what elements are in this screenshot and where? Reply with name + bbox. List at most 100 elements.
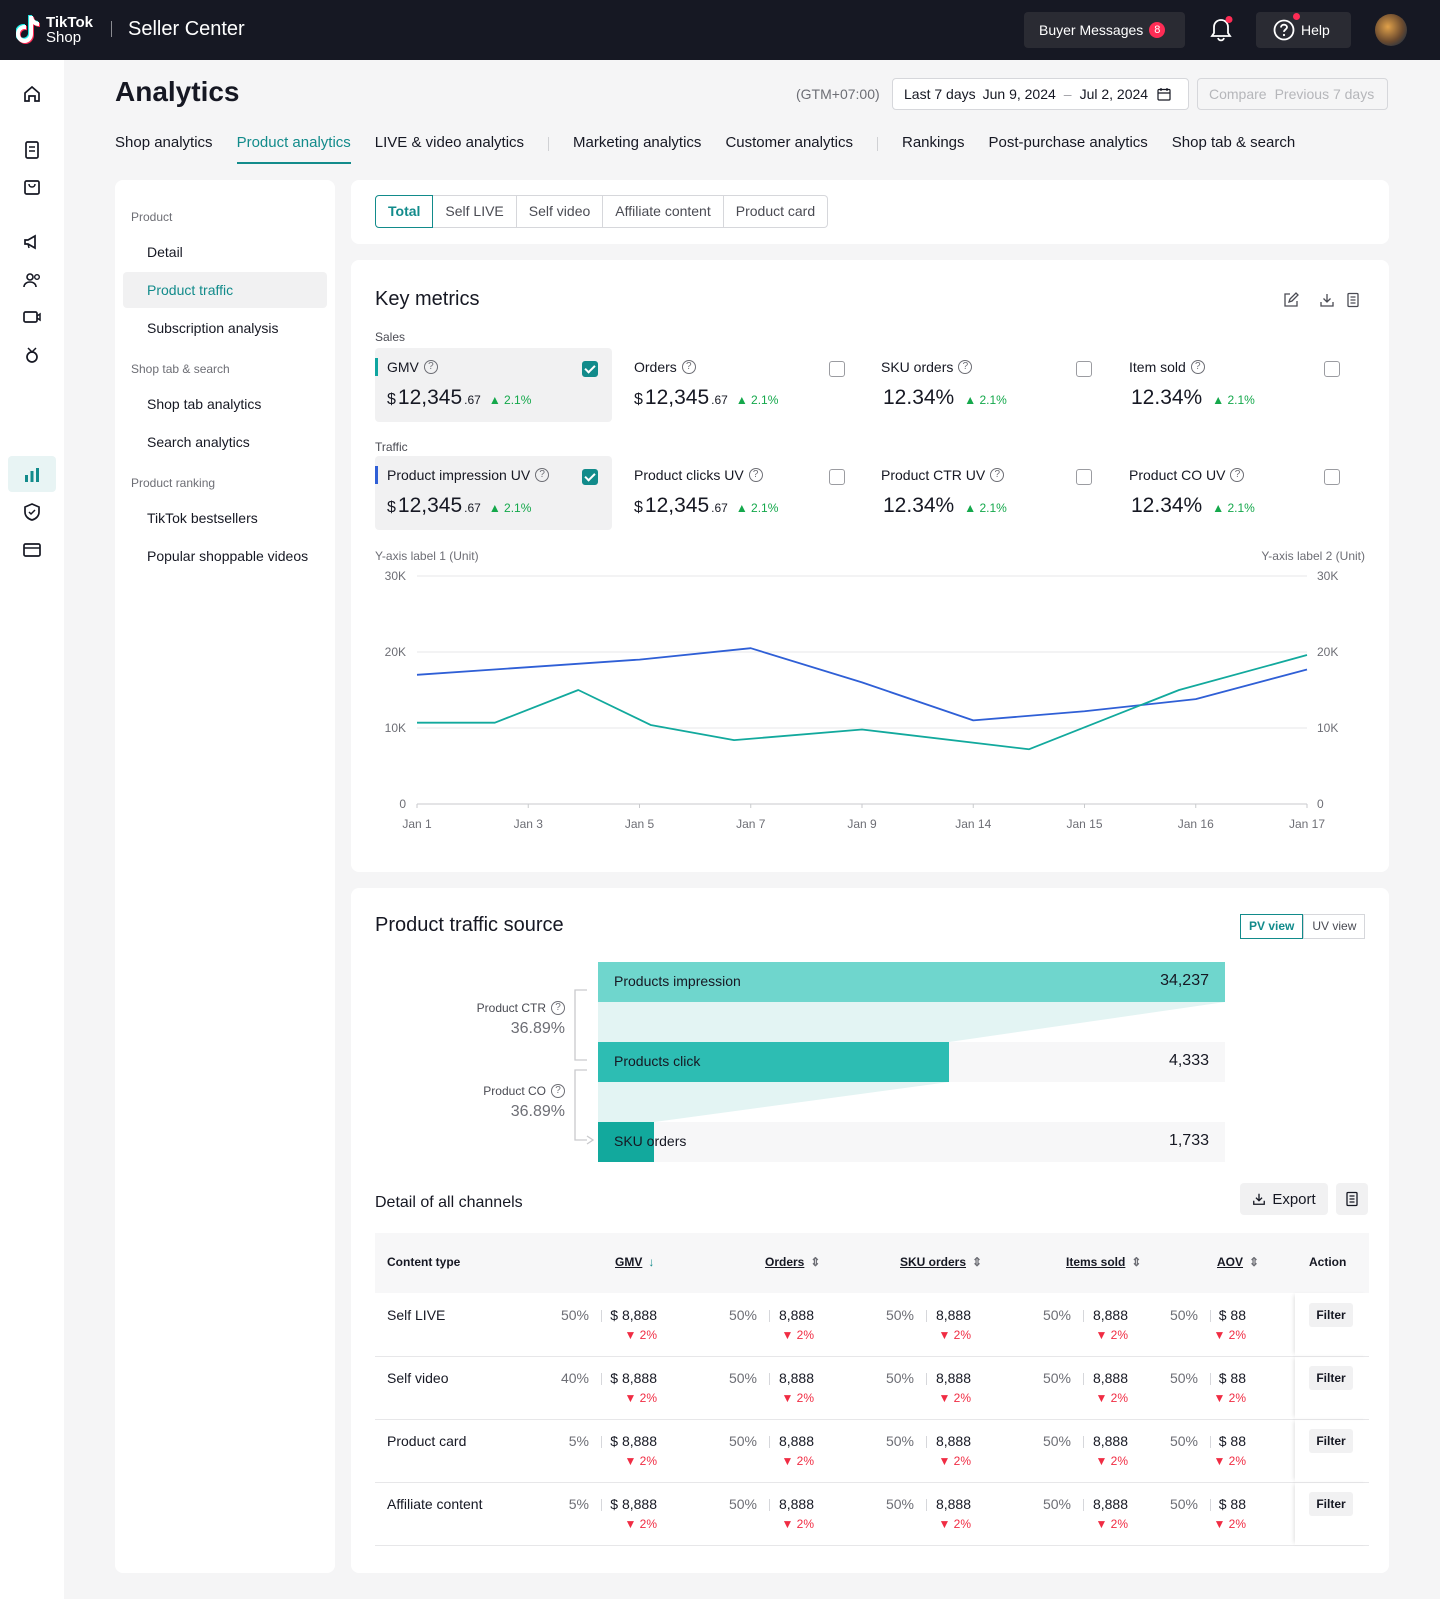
cell-divider <box>1083 1436 1084 1448</box>
y-axis-label-left: Y-axis label 1 (Unit) <box>375 549 479 563</box>
help-icon[interactable]: ? <box>1230 468 1245 482</box>
metric-card[interactable]: Orders? $12,345.67 ▲ 2.1% <box>622 348 859 422</box>
metric-card[interactable]: Product CO UV? 12.34% ▲ 2.1% <box>1117 456 1354 530</box>
column-header-items-sold-label: Items sold <box>1066 1255 1126 1269</box>
affiliate-icon[interactable] <box>20 343 44 367</box>
report-icon[interactable] <box>1345 292 1361 308</box>
customers-icon[interactable] <box>20 268 44 292</box>
tab-live-video-analytics[interactable]: LIVE & video analytics <box>374 134 525 151</box>
help-button[interactable]: Help <box>1256 12 1351 48</box>
sidebar-item-search-analytics[interactable]: Search analytics <box>147 434 250 450</box>
marketing-icon[interactable] <box>20 230 44 254</box>
segment-total[interactable]: Total <box>375 195 434 228</box>
buyer-messages-button[interactable]: Buyer Messages 8 <box>1024 12 1185 48</box>
help-icon[interactable]: ? <box>423 360 438 374</box>
share-percent: 50% <box>1042 1433 1071 1449</box>
filter-button[interactable]: Filter <box>1309 1429 1353 1453</box>
sidebar-item-popular-shoppable-videos[interactable]: Popular shoppable videos <box>147 548 309 564</box>
segment-self-video[interactable]: Self video <box>516 195 604 228</box>
filter-button[interactable]: Filter <box>1309 1303 1353 1327</box>
tab-product-analytics[interactable]: Product analytics <box>236 134 351 164</box>
video-icon[interactable] <box>20 305 44 329</box>
metric-checkbox[interactable] <box>829 361 845 377</box>
bell-icon[interactable] <box>1208 16 1234 44</box>
analytics-icon[interactable] <box>20 463 44 487</box>
sidebar-item-detail[interactable]: Detail <box>147 244 183 260</box>
metric-checkbox[interactable] <box>1076 361 1092 377</box>
change-value: 2% <box>796 1454 814 1468</box>
tab-shop-analytics[interactable]: Shop analytics <box>115 134 213 151</box>
tiktok-shop-logo[interactable]: TikTok Shop <box>16 14 93 46</box>
sidebar-item-shop-tab-analytics[interactable]: Shop tab analytics <box>147 396 262 412</box>
compare-selector[interactable]: Compare Previous 7 days <box>1197 78 1388 110</box>
metric-card[interactable]: Product impression UV? $12,345.67 ▲ 2.1% <box>375 456 612 530</box>
metric-card[interactable]: Product CTR UV? 12.34% ▲ 2.1% <box>869 456 1106 530</box>
help-icon[interactable]: ? <box>551 1084 565 1098</box>
help-icon[interactable]: ? <box>551 1001 565 1015</box>
help-icon[interactable]: ? <box>1190 360 1205 374</box>
metric-checkbox[interactable] <box>1324 469 1340 485</box>
column-header-gmv[interactable]: GMV ↓ <box>615 1255 654 1269</box>
uv-view-button[interactable]: UV view <box>1303 914 1366 939</box>
metric-label: Product impression UV? <box>387 467 550 483</box>
shield-icon[interactable] <box>20 500 44 524</box>
cell-divider <box>926 1373 927 1385</box>
metric-card[interactable]: GMV? $12,345.67 ▲ 2.1% <box>375 348 612 422</box>
pv-view-button[interactable]: PV view <box>1240 914 1304 939</box>
metric-label: Product CTR UV? <box>881 467 1005 483</box>
segment-product-card[interactable]: Product card <box>723 195 829 228</box>
orders-icon[interactable] <box>20 138 44 162</box>
change-down: ▼ 2% <box>597 1517 657 1531</box>
avatar[interactable] <box>1375 14 1407 46</box>
date-range-picker[interactable]: Last 7 days Jun 9, 2024 – Jul 2, 2024 <box>892 78 1189 110</box>
metric-card[interactable]: SKU orders? 12.34% ▲ 2.1% <box>869 348 1106 422</box>
help-icon[interactable]: ? <box>535 468 550 482</box>
filter-button[interactable]: Filter <box>1309 1492 1353 1516</box>
column-header-items-sold[interactable]: Items sold ⇕ <box>1066 1255 1141 1269</box>
metric-card[interactable]: Item sold? 12.34% ▲ 2.1% <box>1117 348 1354 422</box>
view-toggle: PV view UV view <box>1240 914 1366 939</box>
help-icon[interactable]: ? <box>990 468 1005 482</box>
segment-affiliate-content[interactable]: Affiliate content <box>603 195 724 228</box>
column-header-aov[interactable]: AOV ⇕ <box>1217 1255 1259 1269</box>
tab-post-purchase-analytics[interactable]: Post-purchase analytics <box>988 134 1148 151</box>
finance-icon[interactable] <box>20 538 44 562</box>
column-header-orders[interactable]: Orders ⇕ <box>765 1255 820 1269</box>
column-header-sku-orders[interactable]: SKU orders ⇕ <box>900 1255 982 1269</box>
help-icon[interactable]: ? <box>958 360 973 374</box>
download-icon[interactable] <box>1319 292 1335 308</box>
metric-card[interactable]: Product clicks UV? $12,345.67 ▲ 2.1% <box>622 456 859 530</box>
y2-tick-label: 30K <box>1317 569 1338 583</box>
metric-change: ▲ 2.1% <box>736 393 779 407</box>
edit-icon[interactable] <box>1283 292 1299 308</box>
filter-button[interactable]: Filter <box>1309 1366 1353 1390</box>
tab-shop-tab-search[interactable]: Shop tab & search <box>1171 134 1296 151</box>
change-value: 2% <box>1228 1391 1246 1405</box>
report-button[interactable] <box>1336 1183 1368 1215</box>
share-percent: 50% <box>885 1307 914 1323</box>
metric-checkbox[interactable] <box>582 469 598 485</box>
export-button[interactable]: Export <box>1240 1183 1328 1215</box>
metric-checkbox[interactable] <box>1076 469 1092 485</box>
metric-checkbox[interactable] <box>829 469 845 485</box>
funnel-value: 1,733 <box>1168 1132 1209 1149</box>
metric-checkbox[interactable] <box>582 361 598 377</box>
column-header-gmv-label: GMV <box>615 1255 643 1269</box>
sidebar-item-product-traffic[interactable]: Product traffic <box>147 282 234 298</box>
segment-self-live[interactable]: Self LIVE <box>433 195 517 228</box>
tab-rankings[interactable]: Rankings <box>901 134 965 151</box>
tab-customer-analytics[interactable]: Customer analytics <box>725 134 853 151</box>
tab-marketing-analytics[interactable]: Marketing analytics <box>573 134 702 151</box>
change-down: ▼ 2% <box>911 1328 971 1342</box>
home-icon[interactable] <box>20 82 44 106</box>
funnel-row-sku-orders: SKU orders 1,733 <box>598 1122 1225 1162</box>
help-icon[interactable]: ? <box>681 360 696 374</box>
metric-cell-value: $ 88 <box>1218 1433 1246 1449</box>
help-icon[interactable]: ? <box>748 468 763 482</box>
report-icon <box>1346 1191 1358 1207</box>
sidebar-item-subscription-analysis[interactable]: Subscription analysis <box>147 320 279 336</box>
sidebar-item-tiktok-bestsellers[interactable]: TikTok bestsellers <box>147 510 258 526</box>
metric-checkbox[interactable] <box>1324 361 1340 377</box>
products-icon[interactable] <box>20 175 44 199</box>
funnel-row-click: Products click 4,333 <box>598 1042 1225 1082</box>
